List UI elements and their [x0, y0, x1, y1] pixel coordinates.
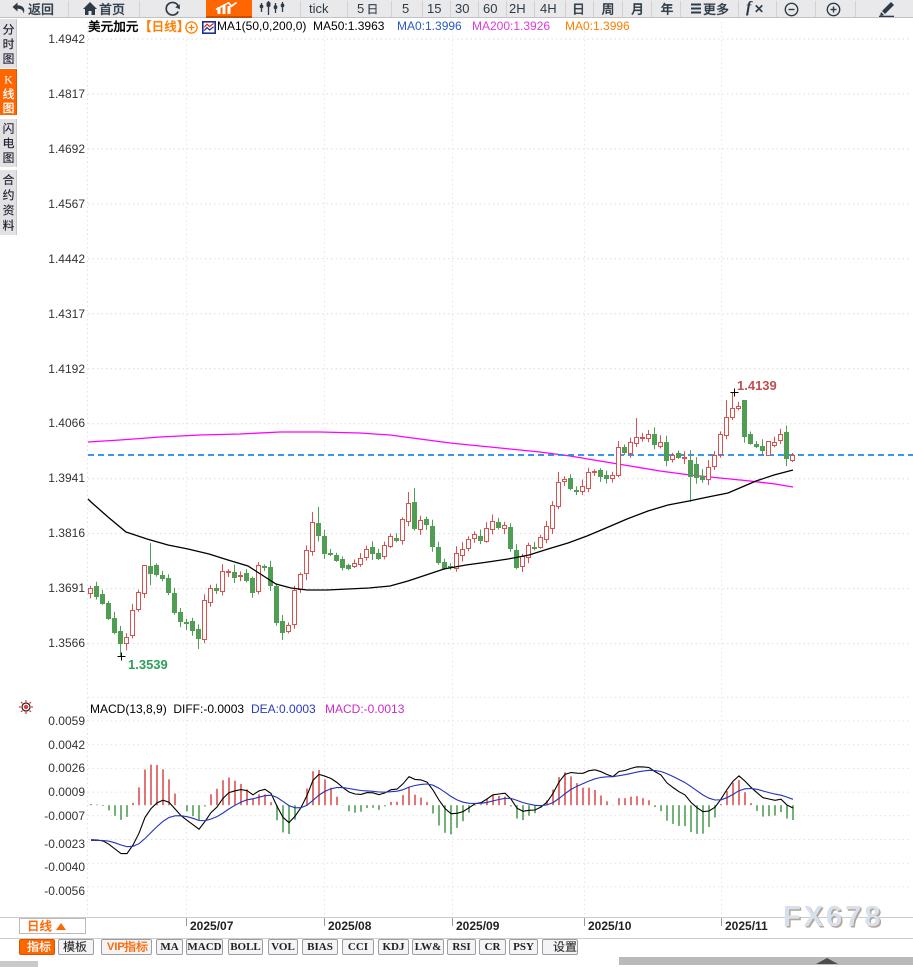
svg-text:K: K	[4, 73, 13, 87]
